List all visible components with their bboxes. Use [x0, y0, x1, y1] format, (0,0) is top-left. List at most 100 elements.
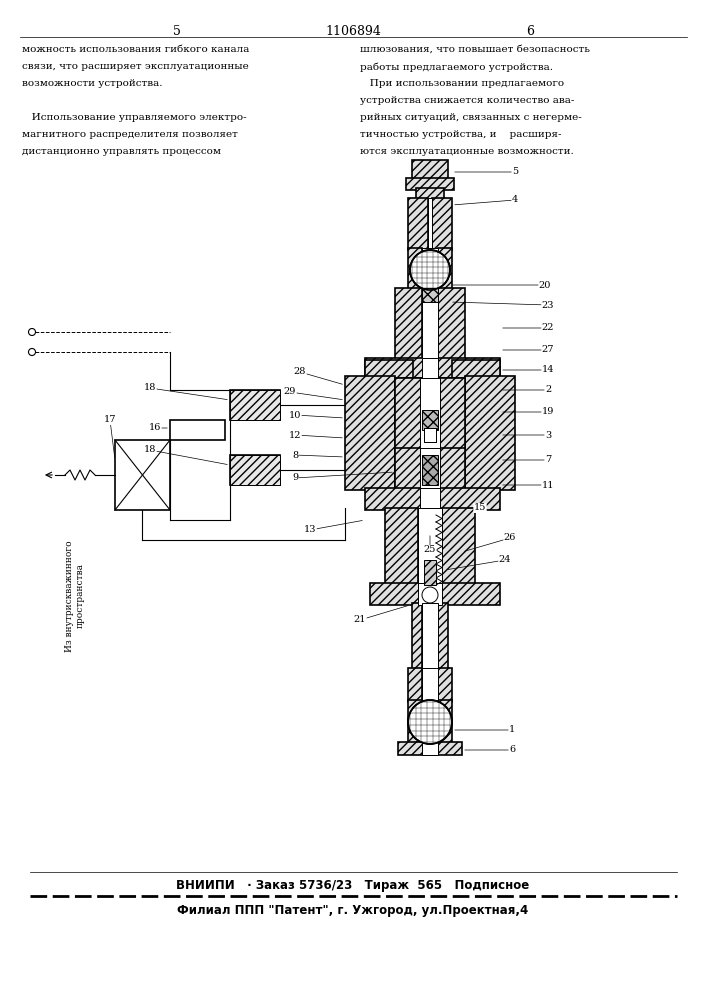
Bar: [370, 583, 500, 605]
Text: дистанционно управлять процессом: дистанционно управлять процессом: [22, 147, 221, 156]
Text: рийных ситуаций, связанных с негерме-: рийных ситуаций, связанных с негерме-: [360, 113, 582, 122]
Text: магнитного распределителя позволяет: магнитного распределителя позволяет: [22, 130, 238, 139]
Bar: [365, 488, 500, 510]
Circle shape: [410, 250, 450, 290]
Bar: [420, 378, 440, 450]
Text: 16: 16: [148, 424, 161, 432]
Text: 22: 22: [542, 324, 554, 332]
Text: 18: 18: [144, 446, 156, 454]
Text: можность использования гибкого канала: можность использования гибкого канала: [22, 45, 250, 54]
Bar: [408, 700, 422, 745]
Bar: [438, 603, 448, 670]
Text: ВНИИПИ   · Заказ 5736/23   Тираж  565   Подписное: ВНИИПИ · Заказ 5736/23 Тираж 565 Подписн…: [176, 879, 530, 892]
Text: Филиал ППП "Патент", г. Ужгород, ул.Проектная,4: Филиал ППП "Патент", г. Ужгород, ул.Прое…: [177, 904, 529, 917]
Text: 3: 3: [545, 430, 551, 440]
Bar: [408, 248, 422, 290]
Text: 2: 2: [545, 385, 551, 394]
Text: Из внутрискважинного
пространства: Из внутрискважинного пространства: [65, 540, 85, 652]
Text: 27: 27: [542, 346, 554, 355]
Text: 4: 4: [512, 196, 518, 205]
Text: 19: 19: [542, 408, 554, 416]
Bar: [398, 742, 462, 755]
Bar: [385, 508, 418, 585]
Bar: [422, 455, 438, 485]
Text: При использовании предлагаемого: При использовании предлагаемого: [360, 79, 564, 88]
Circle shape: [28, 328, 35, 336]
Text: возможности устройства.: возможности устройства.: [22, 79, 163, 88]
Bar: [422, 288, 438, 302]
Text: 6: 6: [526, 25, 534, 38]
Bar: [428, 198, 432, 250]
Text: 9: 9: [292, 474, 298, 483]
Text: 7: 7: [545, 456, 551, 464]
Bar: [230, 455, 280, 485]
Text: 14: 14: [542, 365, 554, 374]
Text: шлюзования, что повышает безопасность: шлюзования, что повышает безопасность: [360, 45, 590, 54]
Bar: [230, 390, 280, 420]
Text: 20: 20: [539, 280, 551, 290]
Bar: [422, 603, 438, 670]
Bar: [418, 508, 442, 585]
Bar: [408, 198, 428, 250]
Text: 26: 26: [504, 534, 516, 542]
Circle shape: [422, 587, 438, 603]
Bar: [438, 700, 452, 745]
Bar: [422, 700, 438, 755]
Bar: [422, 410, 438, 430]
Bar: [395, 448, 465, 490]
Text: 13: 13: [304, 526, 316, 534]
Bar: [395, 378, 465, 450]
Bar: [424, 428, 436, 442]
Circle shape: [28, 349, 35, 356]
Bar: [452, 360, 500, 378]
Bar: [420, 488, 440, 510]
Text: 11: 11: [542, 481, 554, 489]
Text: 5: 5: [173, 25, 181, 38]
Bar: [412, 160, 448, 180]
Bar: [438, 288, 465, 360]
Bar: [365, 358, 500, 378]
Bar: [424, 428, 436, 442]
Bar: [230, 455, 280, 485]
Bar: [438, 668, 452, 702]
Bar: [406, 178, 454, 190]
Bar: [424, 560, 436, 585]
Bar: [408, 668, 422, 702]
Text: 6: 6: [509, 746, 515, 754]
Text: 25: 25: [423, 546, 436, 554]
Text: тичностью устройства, и    расширя-: тичностью устройства, и расширя-: [360, 130, 561, 139]
Bar: [412, 603, 422, 670]
Bar: [432, 198, 452, 250]
Text: 12: 12: [288, 430, 301, 440]
Bar: [465, 376, 515, 490]
Bar: [438, 248, 452, 290]
Bar: [418, 583, 442, 605]
Circle shape: [408, 700, 452, 744]
Bar: [422, 288, 438, 360]
Text: работы предлагаемого устройства.: работы предлагаемого устройства.: [360, 62, 553, 72]
Text: 5: 5: [512, 167, 518, 176]
Bar: [230, 390, 280, 420]
Text: 28: 28: [294, 367, 306, 376]
Text: 24: 24: [498, 556, 511, 564]
Bar: [365, 360, 413, 378]
Bar: [115, 440, 170, 510]
Bar: [422, 668, 438, 702]
Text: связи, что расширяет эксплуатационные: связи, что расширяет эксплуатационные: [22, 62, 249, 71]
Bar: [170, 420, 225, 440]
Text: 23: 23: [542, 300, 554, 310]
Bar: [345, 376, 395, 490]
Text: 18: 18: [144, 383, 156, 392]
Bar: [422, 248, 438, 290]
Text: 15: 15: [474, 504, 486, 512]
Bar: [395, 288, 422, 360]
Bar: [442, 508, 475, 585]
Text: 21: 21: [354, 615, 366, 624]
Bar: [422, 358, 438, 378]
Text: 29: 29: [284, 387, 296, 396]
Text: устройства снижается количество ава-: устройства снижается количество ава-: [360, 96, 574, 105]
Text: 8: 8: [292, 450, 298, 460]
Text: 17: 17: [104, 416, 116, 424]
Text: 1: 1: [509, 726, 515, 734]
Text: ются эксплуатационные возможности.: ются эксплуатационные возможности.: [360, 147, 574, 156]
